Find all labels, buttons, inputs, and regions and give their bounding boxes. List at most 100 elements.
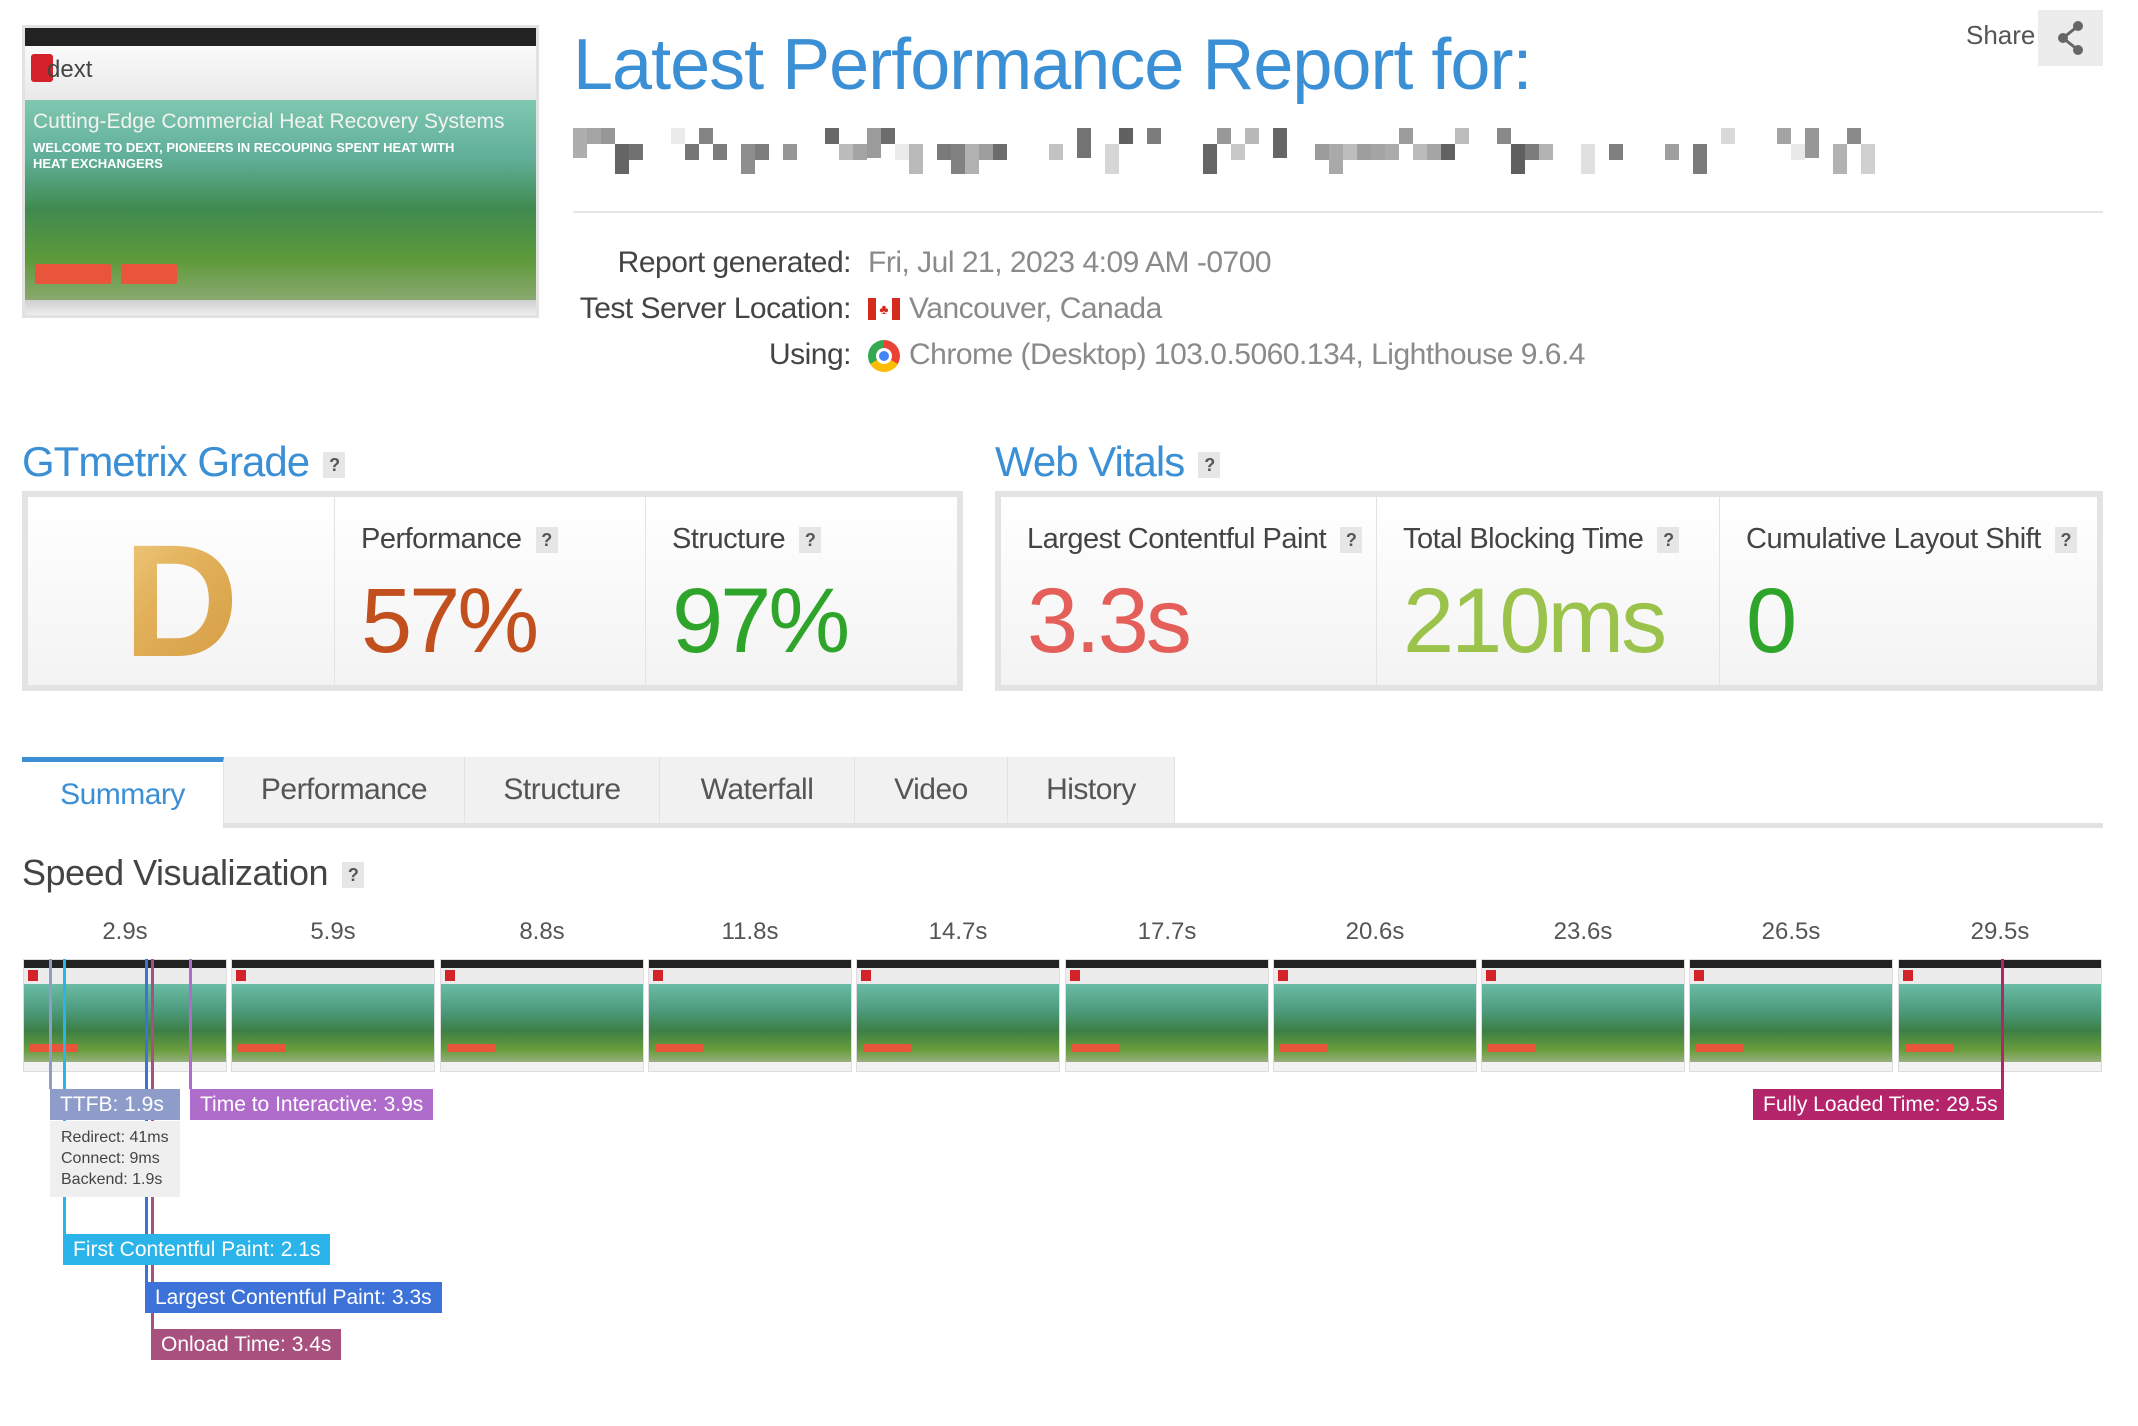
blur-pixel <box>671 128 685 144</box>
blur-pixel <box>573 128 587 158</box>
frame-time-label: 5.9s <box>310 918 356 945</box>
blur-pixel <box>783 144 797 160</box>
blur-pixel <box>1497 128 1511 144</box>
thumb-button <box>121 264 177 284</box>
help-icon[interactable]: ? <box>342 862 365 889</box>
blur-pixel <box>1833 144 1847 174</box>
blur-pixel <box>979 144 993 160</box>
gtmetrix-grade-title: GTmetrix Grade? <box>22 438 346 486</box>
fcp-label: First Contentful Paint: 2.1s <box>63 1234 331 1265</box>
backend-time: Backend: 1.9s <box>61 1171 163 1188</box>
thumb-subheadline: WELCOME TO DEXT, PIONEERS IN RECOUPING S… <box>33 140 455 171</box>
blur-pixel <box>937 144 951 160</box>
help-icon[interactable]: ? <box>323 451 346 478</box>
blur-pixel <box>1539 144 1553 160</box>
blur-pixel <box>1105 144 1119 174</box>
blur-pixel <box>853 144 867 160</box>
server-location-label: Test Server Location: <box>579 292 852 325</box>
frame-time-label: 20.6s <box>1345 918 1405 945</box>
filmstrip-frame[interactable] <box>856 959 1060 1072</box>
blur-pixel <box>1441 144 1455 160</box>
tabs-underline <box>1175 823 2103 828</box>
grade-panel: D Performance? 57% Structure? 97% <box>22 491 963 691</box>
filmstrip-frame[interactable] <box>1898 959 2102 1072</box>
performance-cell: Performance? 57% <box>335 497 646 685</box>
tab-structure[interactable]: Structure <box>465 757 660 828</box>
help-icon[interactable]: ? <box>2054 527 2077 554</box>
frame-time-label: 26.5s <box>1761 918 1821 945</box>
blur-pixel <box>1861 144 1875 174</box>
frame-time-label: 23.6s <box>1553 918 1613 945</box>
blur-pixel <box>755 144 769 160</box>
blur-pixel <box>1147 128 1161 144</box>
help-icon[interactable]: ? <box>1340 527 1363 554</box>
help-icon[interactable]: ? <box>799 527 822 554</box>
grade-cell: D <box>28 497 335 690</box>
blur-pixel <box>1119 128 1133 144</box>
cls-value: 0 <box>1746 570 1797 672</box>
filmstrip-frame[interactable] <box>231 959 435 1072</box>
blur-pixel <box>1609 144 1623 160</box>
blur-pixel <box>699 128 713 144</box>
blur-pixel <box>1511 144 1525 174</box>
tbt-value: 210ms <box>1403 570 1667 672</box>
blur-pixel <box>1455 128 1469 144</box>
share-button[interactable] <box>2038 10 2103 66</box>
cls-cell: Cumulative Layout Shift? 0 <box>1720 497 2097 685</box>
blur-pixel <box>1427 144 1441 160</box>
frame-time-label: 29.5s <box>1970 918 2030 945</box>
page-title: Latest Performance Report for: <box>573 25 1532 105</box>
tab-waterfall[interactable]: Waterfall <box>660 757 855 828</box>
frame-time-label: 8.8s <box>519 918 565 945</box>
blur-pixel <box>1343 144 1357 160</box>
blur-pixel <box>1777 128 1791 144</box>
lcp-label: Largest Contentful Paint? <box>1027 523 1363 556</box>
lcp-value: 3.3s <box>1027 570 1192 672</box>
blur-pixel <box>1217 128 1231 144</box>
page-screenshot-thumbnail: dext Cutting-Edge Commercial Heat Recove… <box>22 25 539 318</box>
filmstrip-frame[interactable] <box>440 959 644 1072</box>
blur-pixel <box>951 144 965 174</box>
report-tabs: Summary Performance Structure Waterfall … <box>22 757 1175 828</box>
web-vitals-title: Web Vitals? <box>995 438 1221 486</box>
help-icon[interactable]: ? <box>1198 451 1221 478</box>
thumb-nav: dext <box>25 46 536 100</box>
blur-pixel <box>1315 144 1329 160</box>
tbt-cell: Total Blocking Time? 210ms <box>1377 497 1720 685</box>
filmstrip-frame[interactable] <box>648 959 852 1072</box>
filmstrip-frame[interactable] <box>1481 959 1685 1072</box>
cls-label-text: Cumulative Layout Shift <box>1746 523 2041 555</box>
tab-performance[interactable]: Performance <box>224 757 465 828</box>
blur-pixel <box>1525 144 1539 160</box>
fully-loaded-marker-line <box>2001 959 2004 1089</box>
filmstrip-frame[interactable] <box>1689 959 1893 1072</box>
blur-pixel <box>1693 144 1707 174</box>
filmstrip-frame[interactable] <box>1065 959 1269 1072</box>
tab-summary[interactable]: Summary <box>22 757 224 828</box>
blur-pixel <box>993 144 1007 160</box>
blur-pixel <box>587 128 601 144</box>
help-icon[interactable]: ? <box>1657 527 1680 554</box>
frame-time-label: 17.7s <box>1137 918 1197 945</box>
blur-pixel <box>1413 144 1427 160</box>
blur-pixel <box>713 144 727 160</box>
thumb-topbar <box>25 28 536 46</box>
tab-video[interactable]: Video <box>855 757 1008 828</box>
tti-label: Time to Interactive: 3.9s <box>190 1089 434 1120</box>
blur-pixel <box>909 144 923 174</box>
share-label[interactable]: Share <box>1966 20 2036 50</box>
blur-pixel <box>1273 128 1287 158</box>
redirect-time: Redirect: 41ms <box>61 1129 169 1146</box>
speed-visualization-heading: Speed Visualization <box>22 852 329 893</box>
blur-pixel <box>629 144 643 160</box>
filmstrip-frame[interactable] <box>23 959 227 1072</box>
onload-label: Onload Time: 3.4s <box>151 1329 342 1360</box>
filmstrip-frame[interactable] <box>1273 959 1477 1072</box>
performance-label: Performance? <box>361 523 558 556</box>
tbt-label: Total Blocking Time? <box>1403 523 1680 556</box>
help-icon[interactable]: ? <box>535 527 558 554</box>
performance-label-text: Performance <box>361 523 522 555</box>
using-value: Chrome (Desktop) 103.0.5060.134, Lightho… <box>909 338 1585 371</box>
blur-pixel <box>1399 128 1413 144</box>
tab-history[interactable]: History <box>1008 757 1175 828</box>
